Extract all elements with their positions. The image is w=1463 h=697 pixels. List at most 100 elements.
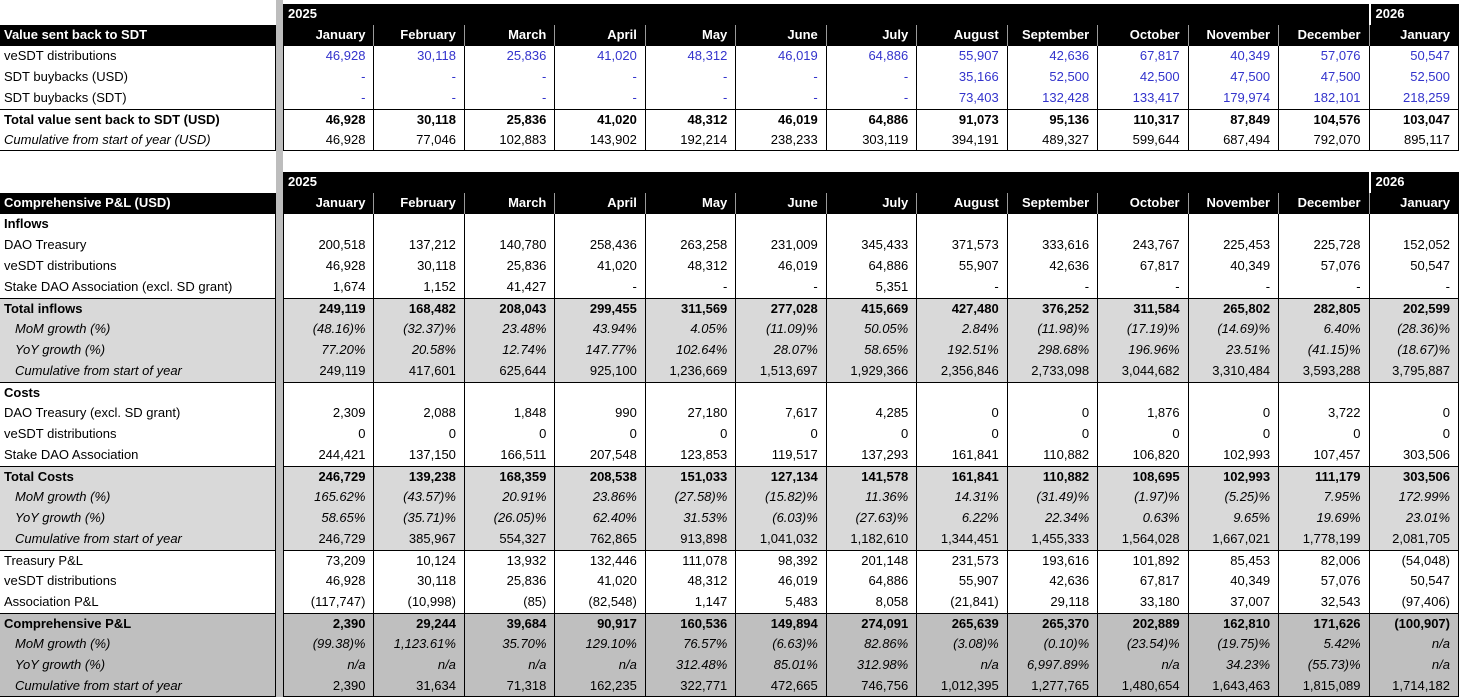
value-cell[interactable] bbox=[916, 382, 1007, 403]
value-cell[interactable]: 77,046 bbox=[373, 130, 464, 151]
value-cell[interactable]: 137,293 bbox=[825, 445, 916, 466]
value-cell[interactable]: 925,100 bbox=[554, 361, 645, 382]
value-cell[interactable]: 123,853 bbox=[644, 445, 735, 466]
value-cell[interactable]: 371,573 bbox=[916, 235, 1006, 256]
value-cell[interactable]: 1,778,199 bbox=[1278, 529, 1369, 550]
value-cell[interactable]: 102,993 bbox=[1187, 466, 1279, 487]
value-cell[interactable]: 25,836 bbox=[463, 571, 554, 592]
value-cell[interactable]: 110,882 bbox=[1006, 445, 1097, 466]
value-cell[interactable]: 64,886 bbox=[825, 46, 916, 67]
column-header[interactable]: July bbox=[825, 25, 917, 46]
value-cell[interactable]: - bbox=[1368, 277, 1459, 298]
value-cell[interactable]: 141,578 bbox=[825, 466, 917, 487]
value-cell[interactable]: 166,511 bbox=[463, 445, 554, 466]
value-cell[interactable]: 1,152 bbox=[373, 277, 463, 298]
value-cell[interactable]: 218,259 bbox=[1368, 88, 1459, 109]
value-cell[interactable]: 265,802 bbox=[1187, 298, 1279, 319]
value-cell[interactable]: 55,907 bbox=[916, 46, 1006, 67]
value-cell[interactable]: - bbox=[283, 67, 373, 88]
value-cell[interactable]: 990 bbox=[554, 403, 644, 424]
value-cell[interactable]: 208,043 bbox=[463, 298, 555, 319]
value-cell[interactable] bbox=[1097, 382, 1188, 403]
value-cell[interactable]: n/a bbox=[916, 655, 1007, 676]
value-cell[interactable]: 48,312 bbox=[644, 571, 735, 592]
value-cell[interactable]: - bbox=[283, 88, 373, 109]
value-cell[interactable]: 40,349 bbox=[1187, 256, 1278, 277]
value-cell[interactable]: 246,729 bbox=[283, 466, 374, 487]
value-cell[interactable]: 274,091 bbox=[825, 613, 917, 634]
value-cell[interactable]: 11.36% bbox=[825, 487, 917, 508]
value-cell[interactable]: 55,907 bbox=[916, 571, 1006, 592]
value-cell[interactable]: 2,390 bbox=[283, 676, 374, 697]
value-cell[interactable]: 48,312 bbox=[644, 256, 735, 277]
value-cell[interactable]: 193,616 bbox=[1006, 550, 1098, 571]
value-cell[interactable]: 1,480,654 bbox=[1097, 676, 1188, 697]
value-cell[interactable]: 625,644 bbox=[463, 361, 555, 382]
value-cell[interactable]: 132,428 bbox=[1006, 88, 1097, 109]
row-label[interactable]: Treasury P&L bbox=[0, 550, 276, 571]
table-title[interactable]: Comprehensive P&L (USD) bbox=[0, 193, 276, 214]
value-cell[interactable]: (27.63)% bbox=[825, 508, 917, 529]
value-cell[interactable]: 28.07% bbox=[735, 340, 826, 361]
column-header[interactable]: March bbox=[463, 25, 555, 46]
value-cell[interactable]: 312.48% bbox=[644, 655, 736, 676]
row-label[interactable]: veSDT distributions bbox=[0, 46, 276, 67]
value-cell[interactable]: (48.16)% bbox=[283, 319, 374, 340]
value-cell[interactable]: 67,817 bbox=[1097, 571, 1187, 592]
value-cell[interactable]: n/a bbox=[554, 655, 645, 676]
value-cell[interactable]: (117,747) bbox=[283, 592, 373, 613]
value-cell[interactable]: (28.36)% bbox=[1368, 319, 1459, 340]
value-cell[interactable] bbox=[825, 382, 917, 403]
value-cell[interactable]: n/a bbox=[283, 655, 374, 676]
value-cell[interactable]: 0 bbox=[1368, 424, 1459, 445]
value-cell[interactable]: (41.15)% bbox=[1278, 340, 1369, 361]
value-cell[interactable]: 322,771 bbox=[644, 676, 736, 697]
value-cell[interactable]: 792,070 bbox=[1278, 130, 1369, 151]
value-cell[interactable]: 0 bbox=[1278, 424, 1368, 445]
value-cell[interactable]: 599,644 bbox=[1097, 130, 1188, 151]
value-cell[interactable]: 67,817 bbox=[1097, 256, 1187, 277]
value-cell[interactable]: 265,639 bbox=[916, 613, 1007, 634]
value-cell[interactable]: (6.63)% bbox=[735, 634, 826, 655]
value-cell[interactable]: 0 bbox=[735, 424, 825, 445]
value-cell[interactable]: 41,427 bbox=[463, 277, 554, 298]
value-cell[interactable]: 244,421 bbox=[283, 445, 373, 466]
value-cell[interactable]: - bbox=[463, 67, 554, 88]
column-header[interactable]: January bbox=[283, 25, 374, 46]
value-cell[interactable] bbox=[463, 214, 554, 235]
value-cell[interactable] bbox=[1006, 382, 1098, 403]
value-cell[interactable]: (85) bbox=[463, 592, 554, 613]
value-cell[interactable]: 103,047 bbox=[1368, 109, 1459, 130]
value-cell[interactable]: - bbox=[735, 277, 825, 298]
value-cell[interactable]: 1,236,669 bbox=[644, 361, 736, 382]
value-cell[interactable]: 489,327 bbox=[1006, 130, 1098, 151]
value-cell[interactable]: - bbox=[554, 67, 644, 88]
value-cell[interactable]: 46,928 bbox=[283, 109, 374, 130]
value-cell[interactable] bbox=[373, 382, 464, 403]
value-cell[interactable]: 46,019 bbox=[735, 256, 825, 277]
value-cell[interactable]: 201,148 bbox=[825, 550, 917, 571]
value-cell[interactable]: 762,865 bbox=[554, 529, 645, 550]
value-cell[interactable]: (14.69)% bbox=[1187, 319, 1279, 340]
value-cell[interactable]: 168,359 bbox=[463, 466, 555, 487]
column-header[interactable]: May bbox=[644, 25, 736, 46]
value-cell[interactable] bbox=[735, 382, 826, 403]
value-cell[interactable]: 57,076 bbox=[1278, 46, 1368, 67]
value-cell[interactable]: (6.03)% bbox=[735, 508, 826, 529]
value-cell[interactable]: 46,019 bbox=[735, 46, 825, 67]
value-cell[interactable]: 2.84% bbox=[916, 319, 1007, 340]
value-cell[interactable]: 25,836 bbox=[463, 46, 554, 67]
value-cell[interactable]: 35,166 bbox=[916, 67, 1006, 88]
column-header[interactable]: December bbox=[1278, 25, 1369, 46]
column-header[interactable]: October bbox=[1097, 25, 1188, 46]
value-cell[interactable]: (55.73)% bbox=[1278, 655, 1369, 676]
value-cell[interactable] bbox=[1278, 382, 1369, 403]
row-label[interactable]: SDT buybacks (USD) bbox=[0, 67, 276, 88]
value-cell[interactable]: 6.40% bbox=[1278, 319, 1369, 340]
value-cell[interactable]: 57,076 bbox=[1278, 256, 1368, 277]
value-cell[interactable]: 25,836 bbox=[463, 109, 555, 130]
value-cell[interactable]: 23.86% bbox=[554, 487, 645, 508]
value-cell[interactable]: 161,841 bbox=[916, 466, 1007, 487]
value-cell[interactable]: 41,020 bbox=[554, 109, 645, 130]
row-label[interactable]: SDT buybacks (SDT) bbox=[0, 88, 276, 109]
